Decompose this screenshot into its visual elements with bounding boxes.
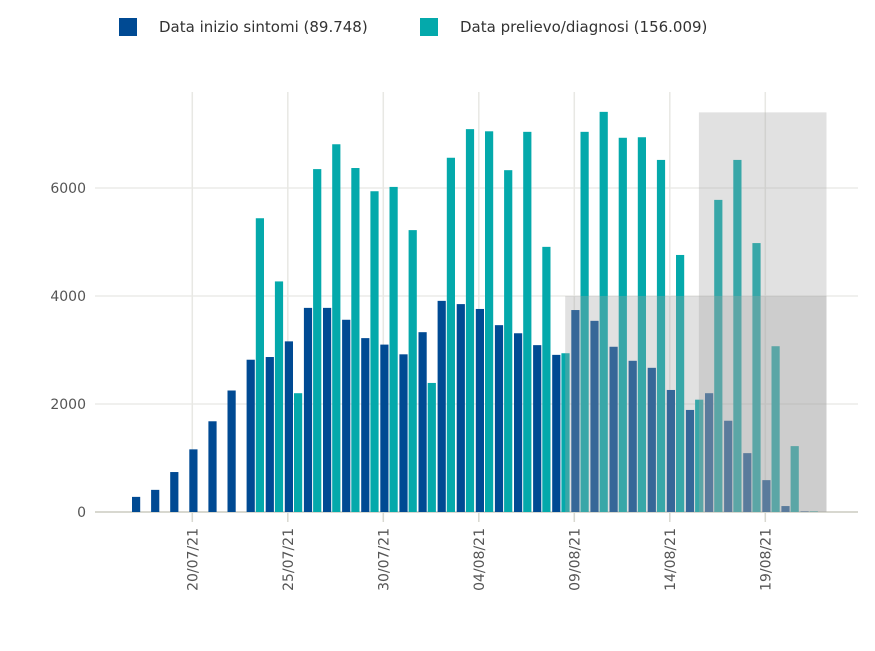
bar-diagnosis [389,186,398,513]
y-tick-label: 4000 [50,289,86,305]
bar-diagnosis [465,129,475,512]
bar-diagnosis [771,346,780,512]
y-tick-label: 2000 [50,397,86,413]
bar-symptom-onset [437,300,446,512]
y-tick-label: 0 [77,505,86,521]
x-tick-label: 25/07/21 [281,528,297,591]
bar-symptom-onset [494,325,504,512]
bar-symptom-onset [743,453,752,512]
legend-label: Data prelievo/diagnosi (156.009) [460,18,708,36]
x-tick-label: 19/08/21 [758,528,774,591]
bar-symptom-onset [800,511,809,512]
bar-symptom-onset [284,341,293,512]
bar-diagnosis [637,137,646,513]
bar-symptom-onset [456,304,465,512]
bar-symptom-onset [246,359,255,512]
axes: 0 2000 4000 6000 20/07/21 25/07/21 30/07/21 04/… [50,181,774,591]
bar-symptom-onset [685,409,695,512]
bar-diagnosis [427,382,436,512]
bar-symptom-onset [361,338,370,512]
bar-diagnosis [618,137,627,512]
bar-diagnosis [561,353,570,512]
bar-diagnosis [580,131,589,512]
bar-symptom-onset [189,449,198,512]
bar-symptom-onset [418,332,427,512]
bar-symptom-onset [380,344,389,512]
bar-symptom-onset [342,319,351,512]
bar-symptom-onset [762,480,771,512]
bar-symptom-onset [208,421,217,512]
bar-symptom-onset [590,320,599,512]
legend-item-diagnosis[interactable]: Data prelievo/diagnosi (156.009) [420,18,707,36]
bar-diagnosis [485,131,494,513]
bar-diagnosis [676,254,685,512]
bar-diagnosis [446,157,455,512]
bar-diagnosis [656,159,666,513]
bars [132,111,818,513]
bar-symptom-onset [265,357,274,512]
bar-diagnosis [542,246,551,513]
bar-diagnosis [370,191,379,513]
bar-symptom-onset [132,496,141,512]
bar-symptom-onset [303,307,313,512]
x-tick-label: 14/08/21 [663,528,679,591]
bar-diagnosis [504,170,513,512]
legend: Data inizio sintomi (89.748) Data prelie… [0,18,875,42]
bar-symptom-onset [705,393,714,512]
legend-item-symptom-onset[interactable]: Data inizio sintomi (89.748) [119,18,368,36]
legend-label: Data inizio sintomi (89.748) [159,18,368,36]
bar-diagnosis [733,159,742,513]
x-tick-label: 04/08/21 [472,528,488,591]
bar-symptom-onset [647,367,656,512]
bar-symptom-onset [571,310,580,512]
bar-symptom-onset [399,354,408,512]
bar-symptom-onset [666,389,675,512]
bar-diagnosis [313,169,322,512]
shaded-region [565,296,827,512]
bar-diagnosis [523,131,532,512]
bar-symptom-onset [227,390,236,512]
bar-diagnosis [351,168,360,512]
bar-diagnosis [332,144,341,512]
bar-symptom-onset [628,360,637,512]
bar-diagnosis [255,218,264,513]
bar-diagnosis [599,111,608,513]
bar-diagnosis [274,281,284,512]
bar-diagnosis [408,230,417,512]
shaded-region [698,112,827,513]
bar-symptom-onset [323,307,332,512]
bar-symptom-onset [170,472,179,512]
legend-swatch-dark-blue [119,18,137,36]
bar-symptom-onset [533,345,542,512]
bar-symptom-onset [151,489,160,512]
legend-swatch-teal [420,18,438,36]
bar-diagnosis [752,243,761,512]
bar-symptom-onset [514,333,523,512]
bar-diagnosis [714,199,723,512]
x-tick-label: 09/08/21 [567,528,583,591]
bar-symptom-onset [781,506,790,512]
shaded-regions [565,112,827,513]
bar-diagnosis [809,511,818,512]
bar-symptom-onset [609,346,618,512]
bar-symptom-onset [552,354,561,512]
y-tick-label: 6000 [50,181,86,197]
x-tick-label: 30/07/21 [376,528,392,591]
bar-diagnosis [294,393,303,512]
bar-diagnosis [790,446,799,512]
bar-symptom-onset [724,420,733,512]
x-tick-label: 20/07/21 [185,528,201,591]
bar-symptom-onset [475,308,484,512]
bar-diagnosis [695,399,704,512]
